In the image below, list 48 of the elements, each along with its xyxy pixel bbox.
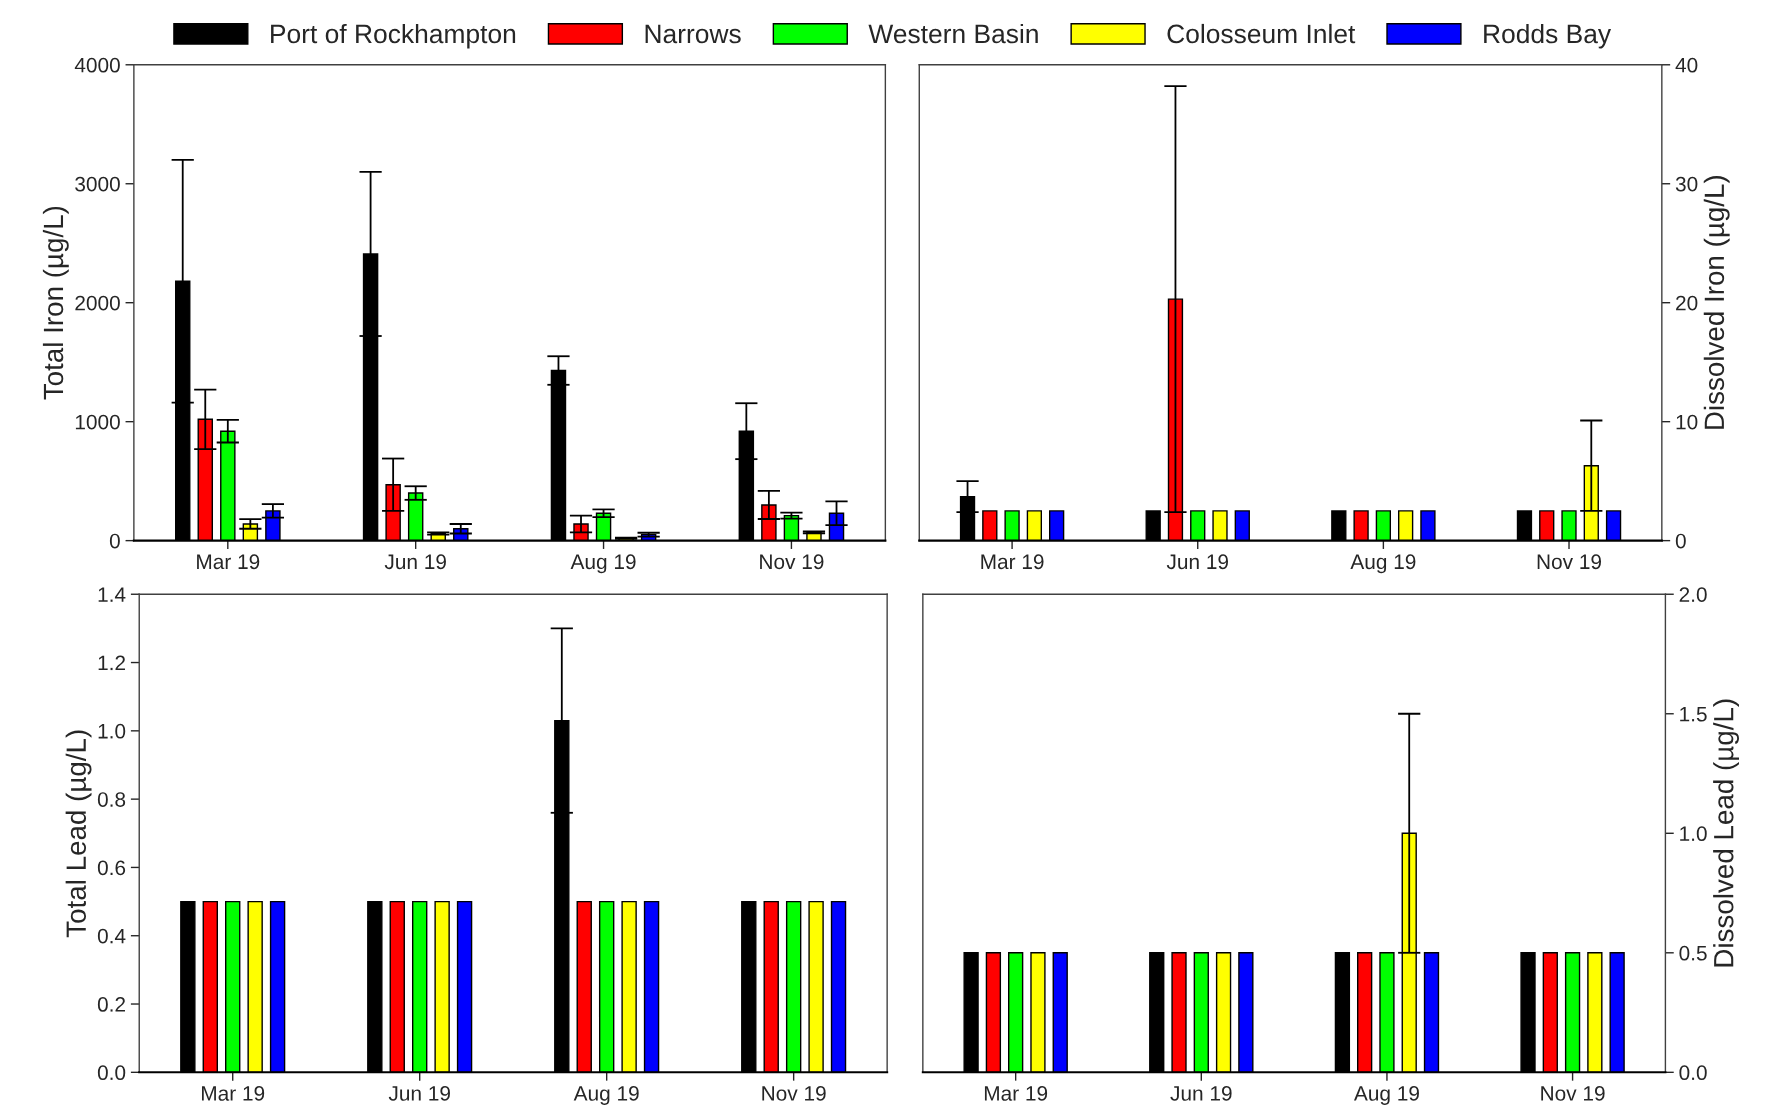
y2-tick-label: 1.5 xyxy=(1680,706,1707,722)
y-tick-label: 1.0 xyxy=(98,723,126,739)
y-tick-label: 4000 xyxy=(74,57,120,73)
y2-tick-label: 0 xyxy=(1675,533,1686,549)
legend-label: Port of Rockhampton xyxy=(271,23,516,49)
y2-tick-label: 0.5 xyxy=(1679,945,1707,961)
y2-axis-title: Dissolved Lead (µg/L) xyxy=(1713,699,1740,967)
x-tick-label: Nov 19 xyxy=(760,554,824,570)
y2-tick-label: 30 xyxy=(1675,176,1698,192)
y2-tick-label: 2.0 xyxy=(1679,587,1707,602)
x-tick-label: Mar 19 xyxy=(197,554,260,570)
y-tick-label: 2000 xyxy=(75,295,120,311)
legend-label: Western Basin xyxy=(868,23,1038,44)
y-tick-label: 0.6 xyxy=(97,860,126,876)
y-tick-label: 0.2 xyxy=(97,997,125,1012)
x-tick-label: Mar 19 xyxy=(984,1086,1048,1101)
y-axis-title: Total Iron (µg/L) xyxy=(42,206,69,400)
x-tick-label: Jun 19 xyxy=(1170,1086,1232,1101)
x-tick-label: Jun 19 xyxy=(1166,554,1229,570)
x-tick-label: Aug 19 xyxy=(570,554,636,574)
y2-tick-label: 0.0 xyxy=(1679,1065,1707,1081)
y-tick-label: 0.0 xyxy=(97,1065,126,1081)
y2-axis-title: Dissolved Iron (µg/L) xyxy=(1703,176,1730,429)
legend-label: Narrows xyxy=(645,24,741,44)
y-tick-label: 0.8 xyxy=(97,792,126,807)
x-tick-label: Aug 19 xyxy=(1350,554,1416,574)
y-tick-label: 1.2 xyxy=(98,655,125,671)
x-tick-label: Jun 19 xyxy=(388,1086,450,1101)
y-tick-label: 1000 xyxy=(75,414,120,430)
x-tick-label: Nov 19 xyxy=(1537,554,1602,570)
legend-label: Rodds Bay xyxy=(1484,23,1612,49)
y2-tick-label: 1.0 xyxy=(1680,826,1707,842)
x-tick-label: Mar 19 xyxy=(981,554,1044,570)
y2-tick-label: 20 xyxy=(1676,295,1698,311)
legend-label: Colosseum Inlet xyxy=(1167,23,1356,44)
x-tick-label: Aug 19 xyxy=(573,1086,639,1105)
y2-tick-label: 10 xyxy=(1676,414,1698,430)
y-tick-label: 0.4 xyxy=(97,928,126,944)
y-axis-title: Total Lead (µg/L) xyxy=(65,730,92,938)
x-tick-label: Mar 19 xyxy=(202,1086,265,1101)
x-tick-label: Aug 19 xyxy=(1353,1086,1419,1105)
y-tick-label: 3000 xyxy=(75,176,120,192)
y2-tick-label: 40 xyxy=(1675,57,1698,73)
x-tick-label: Jun 19 xyxy=(384,554,446,570)
y-tick-label: 1.4 xyxy=(98,587,126,602)
x-tick-label: Nov 19 xyxy=(1541,1086,1605,1101)
y-tick-label: 0 xyxy=(109,533,120,549)
x-tick-label: Nov 19 xyxy=(762,1086,826,1101)
